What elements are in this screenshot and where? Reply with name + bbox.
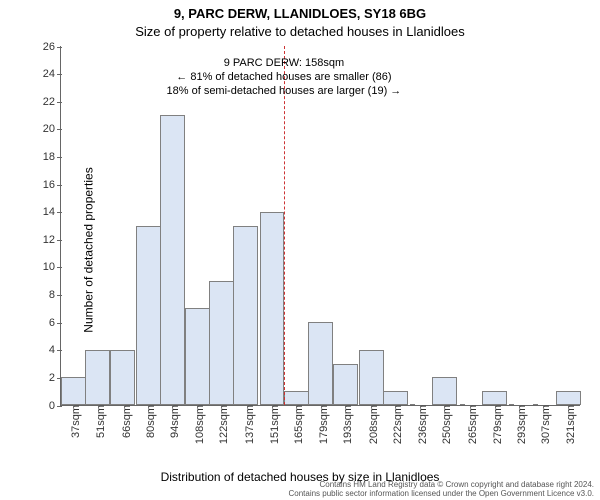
x-tick: 37sqm <box>64 405 82 438</box>
y-tick: 8 <box>49 289 61 301</box>
y-tick: 0 <box>49 400 61 412</box>
chart-subtitle: Size of property relative to detached ho… <box>0 24 600 39</box>
x-tick: 193sqm <box>336 405 354 444</box>
x-tick: 236sqm <box>411 405 429 444</box>
y-tick: 20 <box>43 123 61 135</box>
y-tick: 18 <box>43 151 61 163</box>
credit-line-1: Contains HM Land Registry data © Crown c… <box>320 480 595 489</box>
y-tick: 14 <box>43 206 61 218</box>
histogram-bar <box>160 115 185 405</box>
histogram-bar <box>383 391 408 405</box>
plot-area: 0246810121416182022242637sqm51sqm66sqm80… <box>60 46 580 406</box>
x-tick: 265sqm <box>461 405 479 444</box>
histogram-bar <box>233 226 258 406</box>
x-tick: 137sqm <box>238 405 256 444</box>
histogram-bar <box>359 350 384 405</box>
x-tick: 279sqm <box>486 405 504 444</box>
y-tick: 26 <box>43 41 61 53</box>
y-tick: 6 <box>49 317 61 329</box>
histogram-bar <box>185 308 210 405</box>
x-tick: 66sqm <box>115 405 133 438</box>
y-tick: 4 <box>49 344 61 356</box>
chart-title-address: 9, PARC DERW, LLANIDLOES, SY18 6BG <box>0 6 600 21</box>
x-tick: 165sqm <box>287 405 305 444</box>
x-tick: 80sqm <box>139 405 157 438</box>
property-marker-line <box>284 46 285 405</box>
histogram-bar <box>308 322 333 405</box>
x-tick: 222sqm <box>386 405 404 444</box>
histogram-bar <box>556 391 581 405</box>
y-tick: 24 <box>43 68 61 80</box>
histogram-bar <box>260 212 285 405</box>
histogram-bar <box>432 377 457 405</box>
y-tick: 22 <box>43 96 61 108</box>
annot-line2: ← 81% of detached houses are smaller (86… <box>176 71 391 83</box>
credit-text: Contains HM Land Registry data © Crown c… <box>288 481 594 499</box>
x-tick: 151sqm <box>263 405 281 444</box>
histogram-bar <box>209 281 234 405</box>
x-tick: 108sqm <box>188 405 206 444</box>
histogram-bar <box>482 391 507 405</box>
marker-annotation: 9 PARC DERW: 158sqm ← 81% of detached hou… <box>144 57 424 98</box>
x-tick: 293sqm <box>510 405 528 444</box>
y-tick: 10 <box>43 261 61 273</box>
x-tick: 321sqm <box>559 405 577 444</box>
annot-line1: 9 PARC DERW: 158sqm <box>224 57 344 69</box>
histogram-bar <box>85 350 110 405</box>
histogram-bar <box>110 350 135 405</box>
x-tick: 250sqm <box>435 405 453 444</box>
x-tick: 94sqm <box>163 405 181 438</box>
histogram-bar <box>136 226 161 406</box>
x-tick: 51sqm <box>89 405 107 438</box>
y-tick: 12 <box>43 234 61 246</box>
y-tick: 2 <box>49 372 61 384</box>
histogram-bar <box>333 364 358 405</box>
x-tick: 307sqm <box>534 405 552 444</box>
x-tick: 122sqm <box>212 405 230 444</box>
y-tick: 16 <box>43 179 61 191</box>
x-tick: 208sqm <box>362 405 380 444</box>
histogram-bar <box>61 377 86 405</box>
annot-line3: 18% of semi-detached houses are larger (… <box>167 85 402 97</box>
histogram-bar <box>284 391 309 405</box>
credit-line-2: Contains public sector information licen… <box>288 489 594 498</box>
histogram-chart: 9, PARC DERW, LLANIDLOES, SY18 6BG Size … <box>0 0 600 500</box>
x-tick: 179sqm <box>312 405 330 444</box>
